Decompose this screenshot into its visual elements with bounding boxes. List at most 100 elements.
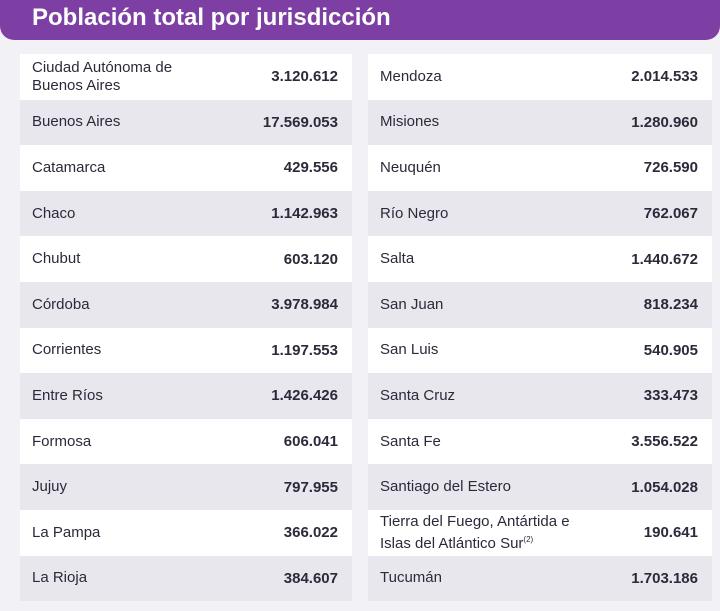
jurisdiction-name: San Juan	[380, 295, 444, 313]
row-label: Mendoza	[380, 68, 442, 86]
jurisdiction-name: Mendoza	[380, 67, 442, 85]
row-label: Córdoba	[32, 296, 90, 314]
row-label: San Juan	[380, 296, 443, 314]
row-label: Santa Cruz	[380, 387, 455, 405]
population-value: 1.703.186	[631, 569, 698, 587]
jurisdiction-name: San Luis	[380, 341, 439, 359]
table-row: La Rioja 384.607	[20, 555, 352, 602]
population-value: 190.641	[643, 524, 698, 542]
table-left: Ciudad Autónoma de Buenos Aires 3.120.612…	[20, 54, 352, 602]
table-right: Mendoza 2.014.533 Misiones 1.280.960 Neuquén…	[368, 54, 712, 602]
table-row: Neuquén 726.590	[368, 145, 712, 191]
table-row: Córdoba 3.978.984	[20, 281, 352, 328]
row-label: Neuquén	[380, 159, 441, 177]
jurisdiction-name: Entre Ríos	[32, 386, 103, 404]
row-label: Río Negro	[380, 205, 448, 223]
population-value: 333.473	[643, 387, 698, 405]
population-value: 3.978.984	[271, 296, 338, 314]
row-label: Jujuy	[32, 478, 67, 496]
table-row: Tucumán 1.703.186	[368, 555, 712, 602]
jurisdiction-name: Buenos Aires	[32, 113, 121, 131]
table-row: Santa Cruz 333.473	[368, 373, 712, 419]
jurisdiction-name: Tierra del Fuego, Antártida e Islas del …	[380, 512, 570, 552]
row-label: Entre Ríos	[32, 387, 103, 405]
table-row: Tierra del Fuego, Antártida e Islas del …	[368, 509, 712, 556]
table-row: Salta 1.440.672	[368, 236, 712, 282]
jurisdiction-name: La Rioja	[32, 569, 88, 587]
table-row: Entre Ríos 1.426.426	[20, 373, 352, 419]
table-row: San Juan 818.234	[368, 281, 712, 328]
jurisdiction-name: Jujuy	[32, 478, 68, 496]
row-label: Formosa	[32, 433, 91, 451]
jurisdiction-name: Misiones	[380, 113, 440, 131]
population-value: 1.197.553	[271, 341, 338, 359]
row-label: La Pampa	[32, 524, 100, 542]
jurisdiction-name: Corrientes	[32, 341, 102, 359]
jurisdiction-name: Chaco	[32, 204, 76, 222]
population-value: 1.440.672	[631, 250, 698, 268]
population-value: 1.426.426	[271, 387, 338, 405]
population-value: 17.569.053	[262, 113, 338, 131]
table-row: Santa Fe 3.556.522	[368, 418, 712, 465]
population-value: 1.280.960	[631, 113, 698, 131]
jurisdiction-name: Neuquén	[380, 158, 441, 176]
jurisdiction-name: Santiago del Estero	[380, 478, 511, 496]
table-row: Ciudad Autónoma de Buenos Aires 3.120.612	[20, 54, 352, 100]
jurisdiction-name: Río Negro	[380, 204, 449, 222]
jurisdiction-name: Formosa	[32, 432, 92, 450]
table-row: Jujuy 797.955	[20, 464, 352, 510]
row-label: Santa Fe	[380, 433, 441, 451]
population-value: 1.054.028	[631, 478, 698, 496]
population-value: 726.590	[643, 159, 698, 177]
table-row: San Luis 540.905	[368, 327, 712, 374]
row-label: Santiago del Estero	[380, 478, 511, 496]
row-label: Chaco	[32, 205, 75, 223]
population-value: 3.120.612	[271, 68, 338, 86]
jurisdiction-name: Salta	[380, 250, 415, 268]
table-row: Formosa 606.041	[20, 418, 352, 465]
footnote-mark: (2)	[523, 534, 534, 544]
table-row: Chaco 1.142.963	[20, 190, 352, 237]
jurisdiction-name: Chubut	[32, 250, 81, 268]
population-value: 2.014.533	[631, 68, 698, 86]
row-label: Buenos Aires	[32, 113, 120, 131]
table-row: Buenos Aires 17.569.053	[20, 99, 352, 146]
population-value: 429.556	[283, 159, 338, 177]
table-row: Catamarca 429.556	[20, 145, 352, 191]
row-label: Tucumán	[380, 569, 442, 587]
population-value: 606.041	[283, 433, 338, 451]
population-value: 366.022	[283, 524, 338, 542]
jurisdiction-name: Santa Fe	[380, 432, 441, 450]
row-label: Ciudad Autónoma de Buenos Aires	[32, 59, 209, 95]
row-label: La Rioja	[32, 569, 87, 587]
table-row: La Pampa 366.022	[20, 509, 352, 556]
jurisdiction-name: Ciudad Autónoma de Buenos Aires	[32, 58, 173, 94]
row-label: Chubut	[32, 250, 80, 268]
population-value: 797.955	[283, 478, 338, 496]
row-label: Misiones	[380, 113, 439, 131]
population-value: 3.556.522	[631, 433, 698, 451]
row-label: Catamarca	[32, 159, 105, 177]
title-bar: Población total por jurisdicción	[0, 0, 720, 40]
row-label: Corrientes	[32, 341, 101, 359]
jurisdiction-name: Santa Cruz	[380, 386, 456, 404]
jurisdiction-name: La Pampa	[32, 523, 101, 541]
table-row: Corrientes 1.197.553	[20, 327, 352, 374]
table-row: Santiago del Estero 1.054.028	[368, 464, 712, 510]
row-label: Salta	[380, 250, 414, 268]
row-label: Tierra del Fuego, Antártida e Islas del …	[380, 513, 596, 553]
population-value: 818.234	[643, 296, 698, 314]
table-row: Misiones 1.280.960	[368, 99, 712, 146]
jurisdiction-name: Catamarca	[32, 158, 106, 176]
table-row: Chubut 603.120	[20, 236, 352, 282]
population-value: 603.120	[283, 250, 338, 268]
table-row: Mendoza 2.014.533	[368, 54, 712, 100]
population-value: 762.067	[643, 205, 698, 223]
jurisdiction-name: Tucumán	[380, 569, 442, 587]
population-value: 540.905	[643, 341, 698, 359]
population-value: 384.607	[283, 569, 338, 587]
row-label: San Luis	[380, 341, 438, 359]
population-value: 1.142.963	[271, 205, 338, 223]
table-row: Río Negro 762.067	[368, 190, 712, 237]
